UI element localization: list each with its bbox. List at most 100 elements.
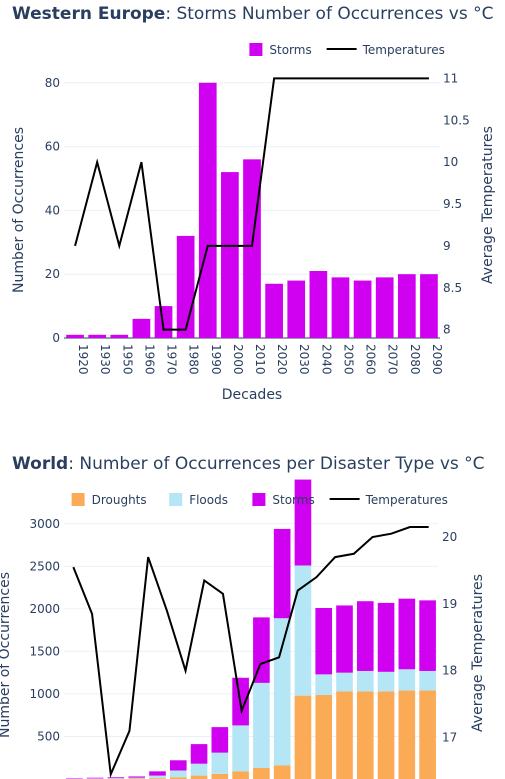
bar-segment-floods [149,775,166,779]
chart-title-region: World [12,454,68,474]
legend-swatch [249,43,263,56]
bar-segment-floods [190,763,208,776]
bar [287,280,306,338]
y2-axis-label: Average Temperatures [480,126,496,284]
bar-segment-droughts [377,691,395,779]
bar-segment-floods [169,770,187,778]
y-tick-label: 80 [45,76,60,90]
y-tick-label: 1000 [29,687,60,701]
x-tick-label: 2000 [231,344,245,375]
temperature-line [74,77,429,331]
bar-segment-storms [211,727,229,753]
bar-segment-storms [190,744,208,764]
bar-segment-floods [128,777,146,779]
legend-item[interactable]: Storms [249,43,312,57]
y2-tick-label: 9.5 [443,197,462,211]
x-tick-label: 2050 [341,344,355,375]
y2-axis-ticks: 17 18 19 20 [442,530,457,745]
bar-segment-droughts [253,767,270,779]
x-tick-label: 2090 [430,344,444,375]
bar [198,82,217,338]
legend-item[interactable]: Storms [252,493,315,507]
legend-label: Temperatures [365,493,448,507]
y2-axis-label: Average Temperatures [470,574,486,732]
bar-segment-storms [356,601,374,671]
bar-segment-floods [232,725,249,772]
x-tick-label: 1960 [142,344,156,375]
bar-segment-floods [107,778,125,779]
bar [243,159,261,338]
bar-segment-droughts [190,775,208,779]
bar-segment-droughts [356,691,374,779]
bar-segment-storms [273,528,291,619]
chart-title-region: Western Europe [12,4,165,24]
x-tick-label: 2030 [297,344,311,375]
bar-segment-floods [398,669,416,691]
bar [420,274,438,338]
chart-western-europe: Western Europe: Storms Number of Occurre… [11,4,496,403]
x-tick-label: 2020 [275,344,289,375]
y-tick-label: 0 [52,331,60,345]
x-tick-label: 2080 [408,344,422,375]
x-tick-label: 2040 [319,344,333,375]
bar-segment-storms [253,617,270,683]
x-tick-label: 1970 [165,344,179,375]
x-tick-label: 2010 [253,344,267,375]
bar-segment-storms [149,771,166,776]
bar-segment-floods [356,670,374,692]
bar [110,334,129,338]
bar-segment-droughts [232,771,249,779]
y-tick-label: 2000 [29,602,60,616]
bar-segment-floods [253,682,270,768]
x-axis-ticks: 1920 1930 1950 1960 1970 1980 1990 2000 2010 2020… [76,344,444,375]
y2-tick-label: 9 [443,239,451,253]
legend-label: Temperatures [362,43,445,57]
bar-segment-storms [128,776,146,778]
bar-segment-droughts [273,765,291,779]
temperature-series-line [74,77,429,331]
legend[interactable]: Temperatures Storms [249,43,445,57]
y-tick-label: 40 [45,203,60,217]
legend-swatch [71,493,85,506]
bar [66,334,84,338]
legend-item[interactable]: Floods [169,493,228,507]
legend-item[interactable]: Droughts [71,493,147,507]
y-tick-label: 2500 [29,559,60,573]
y2-axis-ticks: 8 8.5 9 9.5 10 10.5 11 [443,71,470,336]
bar [176,235,195,338]
chart-title: World: Number of Occurrences per Disaste… [12,454,485,474]
bar-segment-droughts [419,690,436,779]
bar-segment-droughts [211,773,229,779]
y2-tick-label: 18 [442,664,457,678]
legend-label: Storms [272,493,314,507]
y-tick-label: 20 [45,267,60,281]
x-tick-label: 1990 [209,344,223,375]
chart-world: World: Number of Occurrences per Disaste… [0,454,486,779]
legend-label: Storms [269,43,311,57]
y2-tick-label: 20 [442,530,457,544]
x-tick-label: 1930 [98,344,112,375]
bar [309,271,328,338]
bar-segment-storms [294,479,312,566]
x-axis-label: Decades [222,387,282,403]
y-axis-label: Number of Occurrences [11,127,27,293]
chart-title-rest: : Number of Occurrences per Disaster Typ… [68,454,484,474]
x-tick-label: 1920 [76,344,90,375]
legend-item[interactable]: Temperatures [326,43,445,57]
y-tick-label: 500 [37,729,60,743]
bar-segment-storms [86,777,104,779]
x-tick-label: 2070 [386,344,400,375]
legend-label: Droughts [92,493,147,507]
bar-segment-droughts [169,777,187,779]
bar-segment-droughts [294,695,312,779]
y2-tick-label: 19 [442,597,457,611]
bar-segment-floods [211,752,229,774]
legend[interactable]: Temperatures Storms Floods Droughts [71,493,448,507]
y2-tick-label: 17 [442,731,457,745]
x-tick-label: 2060 [364,344,378,375]
bar [353,280,372,338]
bar-segment-storms [398,598,416,670]
bar-segment-droughts [398,690,416,779]
legend-item[interactable]: Temperatures [329,493,448,507]
